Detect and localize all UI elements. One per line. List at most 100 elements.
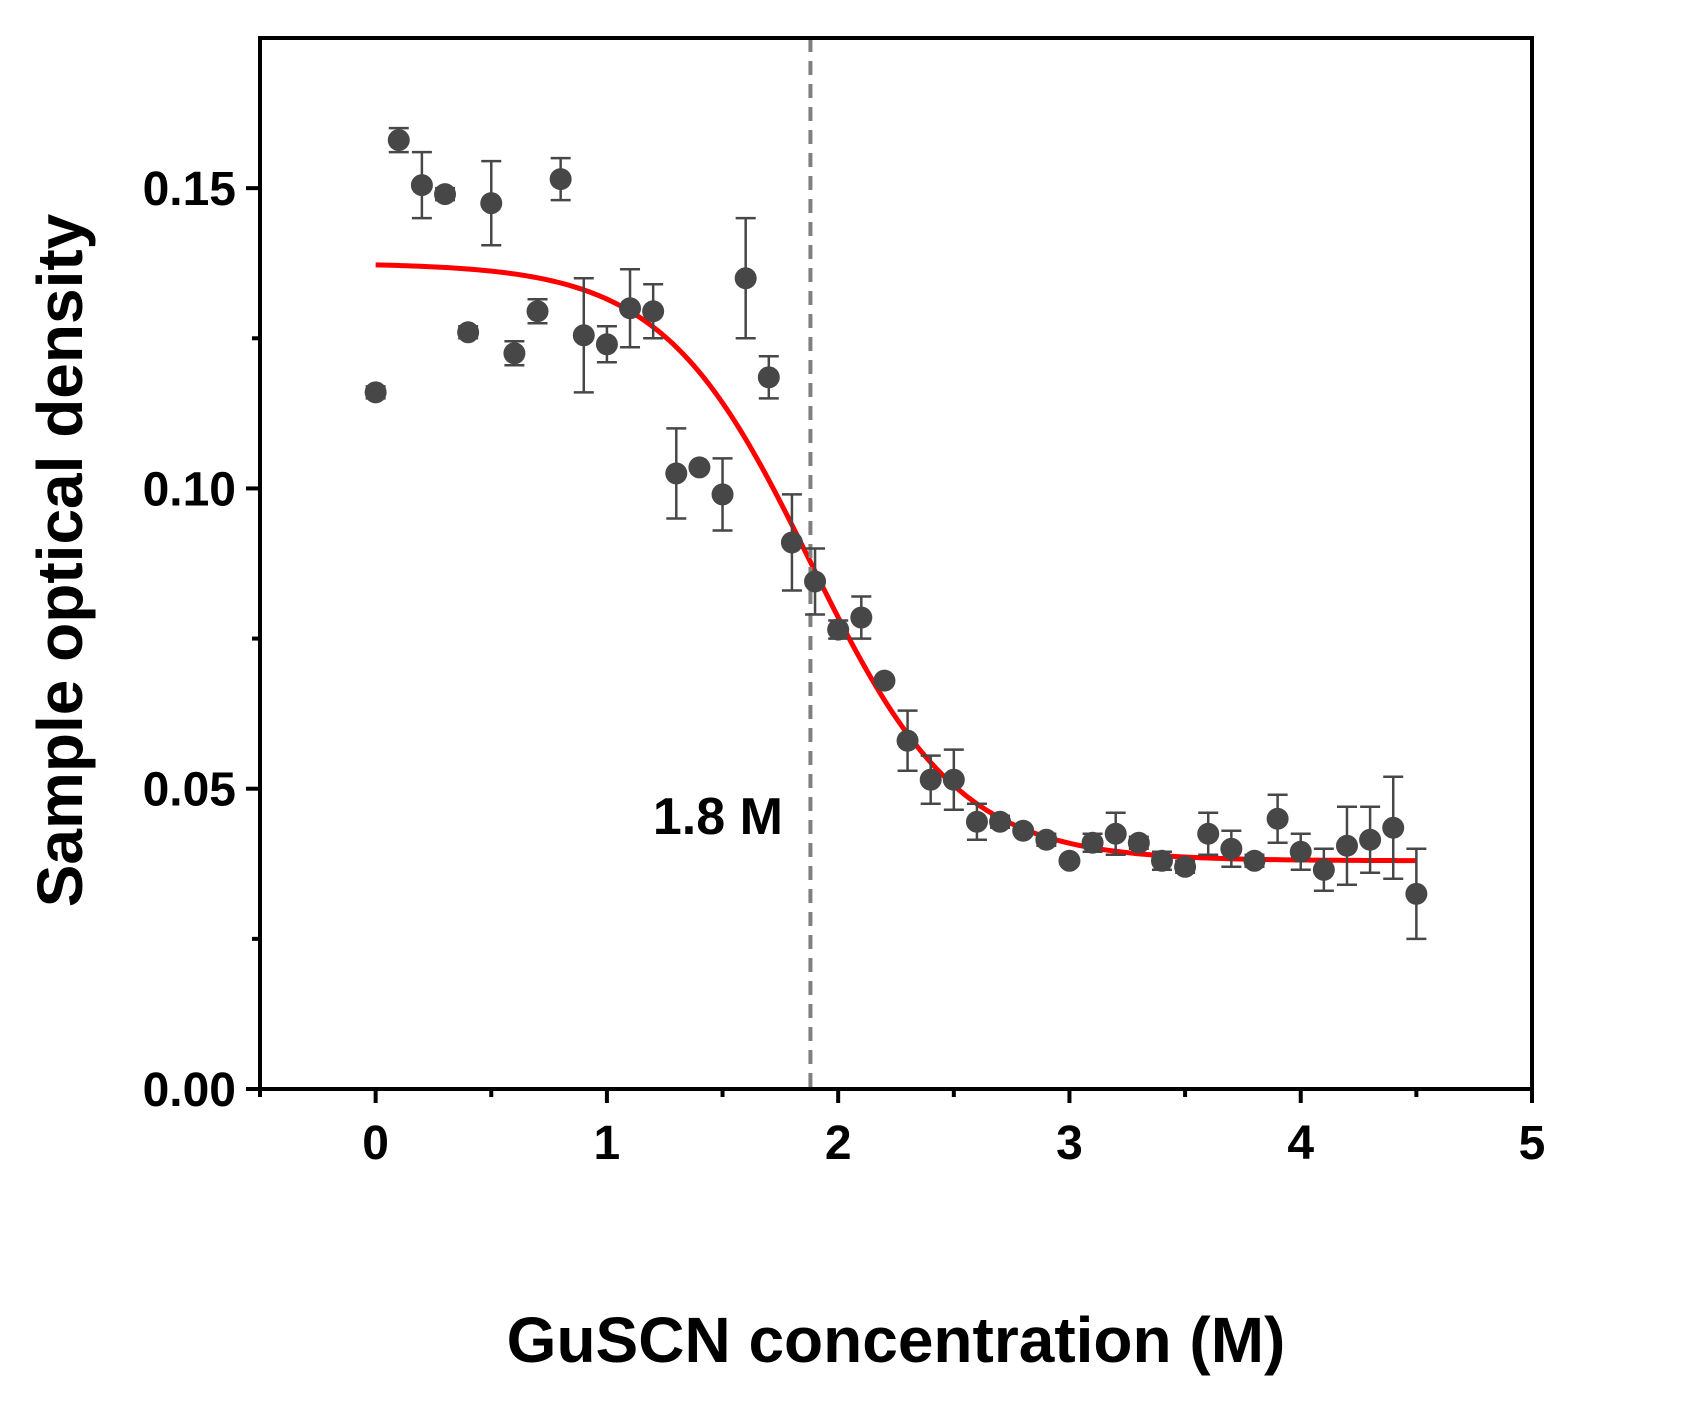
data-point	[1243, 849, 1266, 872]
data-point	[665, 462, 688, 485]
data-point-group	[364, 381, 387, 404]
data-point-group	[1058, 849, 1081, 872]
data-point	[1127, 831, 1150, 854]
data-point-group	[572, 276, 595, 394]
data-point	[1220, 837, 1243, 860]
data-point	[989, 810, 1012, 833]
data-layer	[364, 126, 1428, 941]
data-point	[595, 333, 618, 356]
data-point	[1150, 849, 1173, 872]
data-point	[896, 729, 919, 752]
threshold-label: 1.8 M	[653, 788, 783, 846]
data-point-group	[850, 595, 873, 640]
data-point	[1104, 822, 1127, 845]
data-point	[1289, 840, 1312, 863]
fit-curve	[375, 262, 1417, 864]
data-point-group	[896, 709, 919, 772]
data-point	[688, 456, 711, 479]
x-tick-label: 1	[594, 1117, 621, 1170]
data-point-group	[387, 126, 410, 154]
data-point-group	[1197, 811, 1220, 857]
data-point-group	[642, 282, 665, 340]
data-point-group	[780, 493, 803, 592]
data-point	[1266, 807, 1289, 830]
data-point-group	[965, 802, 988, 842]
data-point	[572, 324, 595, 347]
plot-frame	[258, 36, 1534, 1091]
data-point-group	[688, 456, 711, 479]
data-point	[457, 321, 480, 344]
data-point-group	[410, 150, 433, 220]
data-point-group	[827, 618, 850, 641]
data-point-group	[942, 748, 965, 811]
data-point	[827, 618, 850, 641]
x-tick-label: 0	[362, 1117, 389, 1170]
data-point-group	[457, 321, 480, 344]
data-point-group	[1035, 828, 1058, 851]
data-point	[804, 570, 827, 593]
x-axis-title: GuSCN concentration (M)	[507, 1304, 1286, 1376]
data-point	[410, 174, 433, 197]
data-point-group	[480, 159, 503, 247]
data-point-group	[711, 457, 734, 532]
data-point	[873, 669, 896, 692]
x-tick-label: 3	[1056, 1117, 1083, 1170]
data-point-group	[757, 355, 780, 400]
data-point-group	[873, 669, 896, 692]
data-point	[711, 483, 734, 506]
y-tick-label: 0.10	[143, 463, 236, 516]
data-point	[387, 129, 410, 152]
data-point	[619, 297, 642, 320]
data-point-group	[665, 427, 688, 520]
data-point-group	[1289, 832, 1312, 872]
y-tick-label: 0.00	[143, 1064, 236, 1117]
data-point-group	[1266, 793, 1289, 845]
annotation-layer: 1.8 M	[653, 38, 813, 1089]
data-point-group	[434, 183, 457, 206]
data-point-group	[1382, 775, 1405, 881]
data-point-group	[734, 216, 757, 340]
data-point	[1359, 828, 1382, 851]
data-point	[757, 366, 780, 389]
data-point	[1197, 822, 1220, 845]
data-point-group	[1312, 847, 1335, 893]
x-tick-label: 5	[1519, 1117, 1546, 1170]
data-point	[780, 531, 803, 554]
data-point	[1312, 858, 1335, 881]
data-point	[1335, 834, 1358, 857]
data-point-group	[1405, 847, 1428, 941]
data-point	[919, 768, 942, 791]
data-point-group	[503, 340, 526, 367]
x-tick-label: 4	[1287, 1117, 1314, 1170]
data-point-group	[804, 547, 827, 616]
data-point	[1012, 819, 1035, 842]
data-point	[1058, 849, 1081, 872]
data-point-group	[1335, 805, 1358, 887]
data-point-group	[1174, 855, 1197, 878]
data-point	[1174, 855, 1197, 878]
data-point-group	[1012, 819, 1035, 842]
data-point-group	[1127, 831, 1150, 854]
data-point-group	[1359, 805, 1382, 875]
data-point	[1382, 816, 1405, 839]
axis-layer: 0 1 2 3 4 5 0.00 0.05 0.10 0.15	[143, 163, 1546, 1170]
data-point-group	[595, 325, 618, 364]
data-point	[526, 300, 549, 323]
data-point-group	[989, 810, 1012, 833]
data-point-group	[919, 754, 942, 805]
fit-layer	[375, 262, 1417, 864]
data-point	[434, 183, 457, 206]
data-point-group	[1104, 811, 1127, 857]
data-point	[480, 192, 503, 215]
data-point-group	[1081, 831, 1104, 854]
data-point-group	[1243, 849, 1266, 872]
y-tick-label: 0.15	[143, 163, 236, 216]
data-point	[1405, 882, 1428, 905]
data-point	[965, 810, 988, 833]
y-axis-title: Sample optical density	[24, 213, 96, 907]
data-point	[1035, 828, 1058, 851]
data-point-group	[1150, 849, 1173, 872]
data-point	[942, 768, 965, 791]
